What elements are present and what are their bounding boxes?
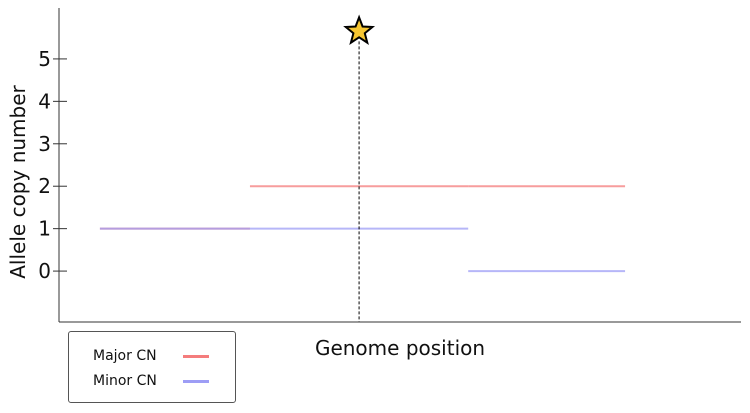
legend-swatch-major bbox=[183, 355, 209, 358]
y-ticks: 0 1 2 3 4 5 bbox=[38, 47, 67, 283]
legend-label-major: Major CN bbox=[93, 348, 157, 364]
y-tick-label-0: 0 bbox=[38, 259, 51, 283]
y-tick-label-3: 3 bbox=[38, 132, 51, 156]
legend-label-minor: Minor CN bbox=[93, 373, 157, 389]
legend: Major CN Minor CN bbox=[68, 331, 236, 403]
legend-swatch-minor bbox=[183, 380, 209, 383]
data-segments bbox=[99, 185, 626, 273]
y-tick-label-5: 5 bbox=[38, 47, 51, 71]
marker-star-icon bbox=[343, 14, 376, 45]
legend-item-major: Major CN bbox=[93, 346, 209, 366]
x-axis-label: Genome position bbox=[315, 336, 485, 360]
legend-item-minor: Minor CN bbox=[93, 371, 209, 391]
y-tick-label-2: 2 bbox=[38, 174, 51, 198]
y-tick-label-4: 4 bbox=[38, 89, 51, 113]
y-axis-label: Allele copy number bbox=[6, 84, 30, 278]
y-tick-label-1: 1 bbox=[38, 217, 51, 241]
